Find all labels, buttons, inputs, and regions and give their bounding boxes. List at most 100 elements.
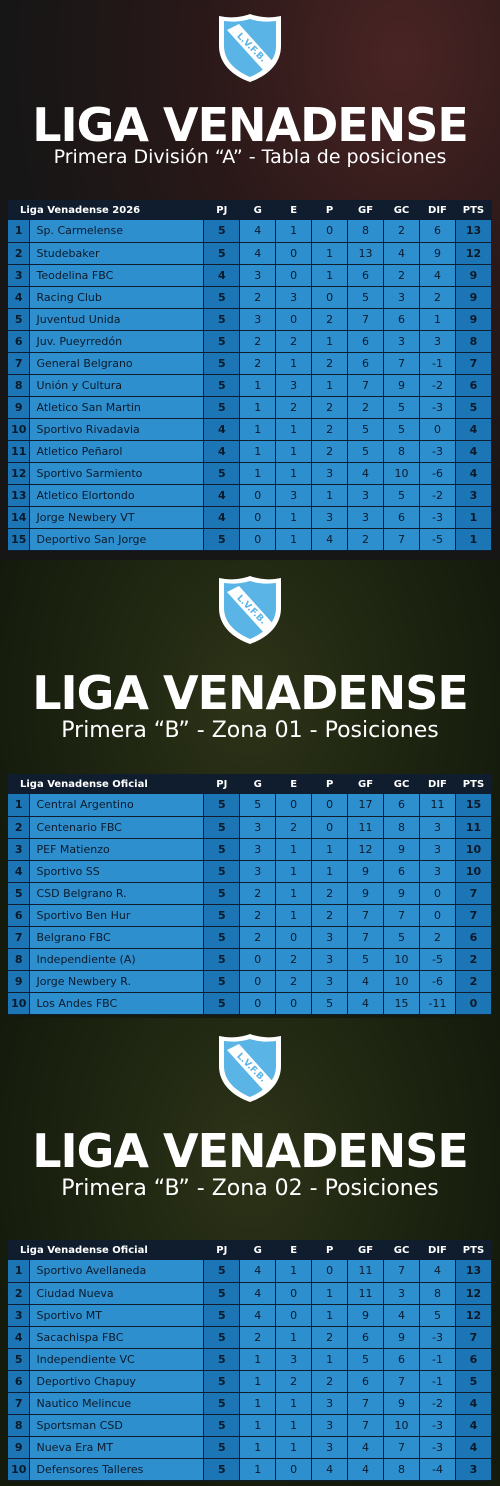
column-header: GC (383, 1240, 420, 1260)
stat-cell: 9 (383, 1392, 420, 1415)
stat-cell: 0 (275, 308, 313, 331)
stat-cell: 5 (203, 1370, 241, 1393)
stat-cell: 3 (419, 330, 456, 353)
points-cell: 12 (455, 242, 493, 265)
stat-cell: 3 (239, 816, 277, 839)
standings-table: Liga Venadense 2026 PJ G E P GF GC DIF PTS 1 Sp. C… (8, 200, 493, 551)
stat-cell: 4 (203, 506, 241, 529)
table-row: 6 Sportivo Ben Hur 5 2 1 2 7 7 0 7 (8, 904, 493, 927)
stat-cell: 2 (239, 330, 277, 353)
points-cell: 0 (455, 992, 493, 1015)
stat-cell: 7 (347, 904, 385, 927)
position-cell: 13 (8, 484, 31, 507)
points-cell: 4 (455, 418, 493, 441)
standings-panel: L.V.F.B. LIGA VENADENSE Primera “B” - Zona… (0, 560, 500, 1018)
stat-cell: 6 (347, 1370, 385, 1393)
stat-cell: 5 (203, 970, 241, 993)
stat-cell: 9 (383, 374, 420, 397)
stat-cell: 10 (383, 462, 420, 485)
stat-cell: 5 (311, 992, 349, 1015)
stat-cell: 3 (275, 286, 313, 309)
stat-cell: 8 (419, 1282, 456, 1305)
team-name-cell: Teodelina FBC (29, 264, 205, 287)
team-name-cell: Sportivo Avellaneda (29, 1260, 205, 1283)
stat-cell: 7 (383, 904, 420, 927)
stat-cell: 3 (311, 970, 349, 993)
position-cell: 8 (8, 948, 31, 971)
points-cell: 10 (455, 838, 493, 861)
stat-cell: 11 (347, 816, 385, 839)
stat-cell: 3 (311, 926, 349, 949)
stat-cell: 5 (383, 396, 420, 419)
stat-cell: -5 (419, 948, 456, 971)
position-cell: 2 (8, 816, 31, 839)
stat-cell: 4 (419, 1260, 456, 1283)
position-cell: 4 (8, 286, 31, 309)
stat-cell: 7 (383, 1436, 420, 1459)
position-cell: 7 (8, 926, 31, 949)
stat-cell: 1 (239, 374, 277, 397)
stat-cell: 4 (383, 242, 420, 265)
stat-cell: 4 (239, 1282, 277, 1305)
stat-cell: 8 (383, 816, 420, 839)
stat-cell: 2 (275, 816, 313, 839)
stat-cell: 2 (239, 904, 277, 927)
stat-cell: 5 (203, 308, 241, 331)
stat-cell: 2 (347, 528, 385, 551)
stat-cell: 1 (275, 1392, 313, 1415)
team-name-cell: Central Argentino (29, 794, 205, 817)
panel-title: LIGA VENADENSE (32, 98, 469, 152)
table-header-row: Liga Venadense Oficial PJ G E P GF GC DIF PTS (8, 774, 492, 794)
points-cell: 13 (455, 220, 493, 243)
team-name-cell: Juv. Pueyrredón (29, 330, 205, 353)
stat-cell: 5 (383, 926, 420, 949)
stat-cell: 5 (203, 882, 241, 905)
panel-title: LIGA VENADENSE (32, 666, 469, 720)
team-name-cell: Juventud Unida (29, 308, 205, 331)
stat-cell: -5 (419, 528, 456, 551)
column-header: GF (347, 1240, 384, 1260)
stat-cell: 5 (203, 838, 241, 861)
points-cell: 12 (455, 1282, 493, 1305)
stat-cell: 1 (275, 838, 313, 861)
stat-cell: 0 (275, 926, 313, 949)
table-row: 3 Teodelina FBC 4 3 0 1 6 2 4 9 (8, 264, 493, 287)
stat-cell: 3 (239, 838, 277, 861)
team-name-cell: Sportivo Ben Hur (29, 904, 205, 927)
stat-cell: 5 (203, 992, 241, 1015)
league-shield-logo-icon: L.V.F.B. (219, 1034, 281, 1102)
stat-cell: 3 (275, 374, 313, 397)
stat-cell: 2 (239, 1326, 277, 1349)
points-cell: 2 (455, 948, 493, 971)
points-cell: 4 (455, 1436, 493, 1459)
stat-cell: -3 (419, 1414, 456, 1437)
panel-subtitle: Primera “B” - Zona 01 - Posiciones (61, 718, 439, 743)
stat-cell: 7 (383, 528, 420, 551)
points-cell: 6 (455, 374, 493, 397)
team-name-cell: Atletico Elortondo (29, 484, 205, 507)
table-row: 8 Unión y Cultura 5 1 3 1 7 9 -2 6 (8, 374, 493, 397)
team-name-cell: Independiente (A) (29, 948, 205, 971)
stat-cell: 3 (419, 838, 456, 861)
table-row: 1 Sp. Carmelense 5 4 1 0 8 2 6 13 (8, 220, 493, 243)
points-cell: 9 (455, 308, 493, 331)
stat-cell: 2 (383, 264, 420, 287)
stat-cell: 6 (419, 220, 456, 243)
team-name-cell: Defensores Talleres (29, 1458, 205, 1481)
stat-cell: 5 (203, 948, 241, 971)
stat-cell: 2 (275, 330, 313, 353)
team-name-cell: Independiente VC (29, 1348, 205, 1371)
table-row: 7 Nautico Melincue 5 1 1 3 7 9 -2 4 (8, 1392, 493, 1415)
stat-cell: 3 (311, 1414, 349, 1437)
team-name-cell: Sportsman CSD (29, 1414, 205, 1437)
stat-cell: 7 (347, 374, 385, 397)
stat-cell: 0 (239, 528, 277, 551)
position-cell: 9 (8, 396, 31, 419)
stat-cell: 6 (347, 352, 385, 375)
team-name-cell: CSD Belgrano R. (29, 882, 205, 905)
stat-cell: 2 (311, 440, 349, 463)
stat-cell: -2 (419, 1392, 456, 1415)
stat-cell: 5 (203, 374, 241, 397)
stat-cell: 5 (203, 1436, 241, 1459)
table-row: 5 CSD Belgrano R. 5 2 1 2 9 9 0 7 (8, 882, 493, 905)
